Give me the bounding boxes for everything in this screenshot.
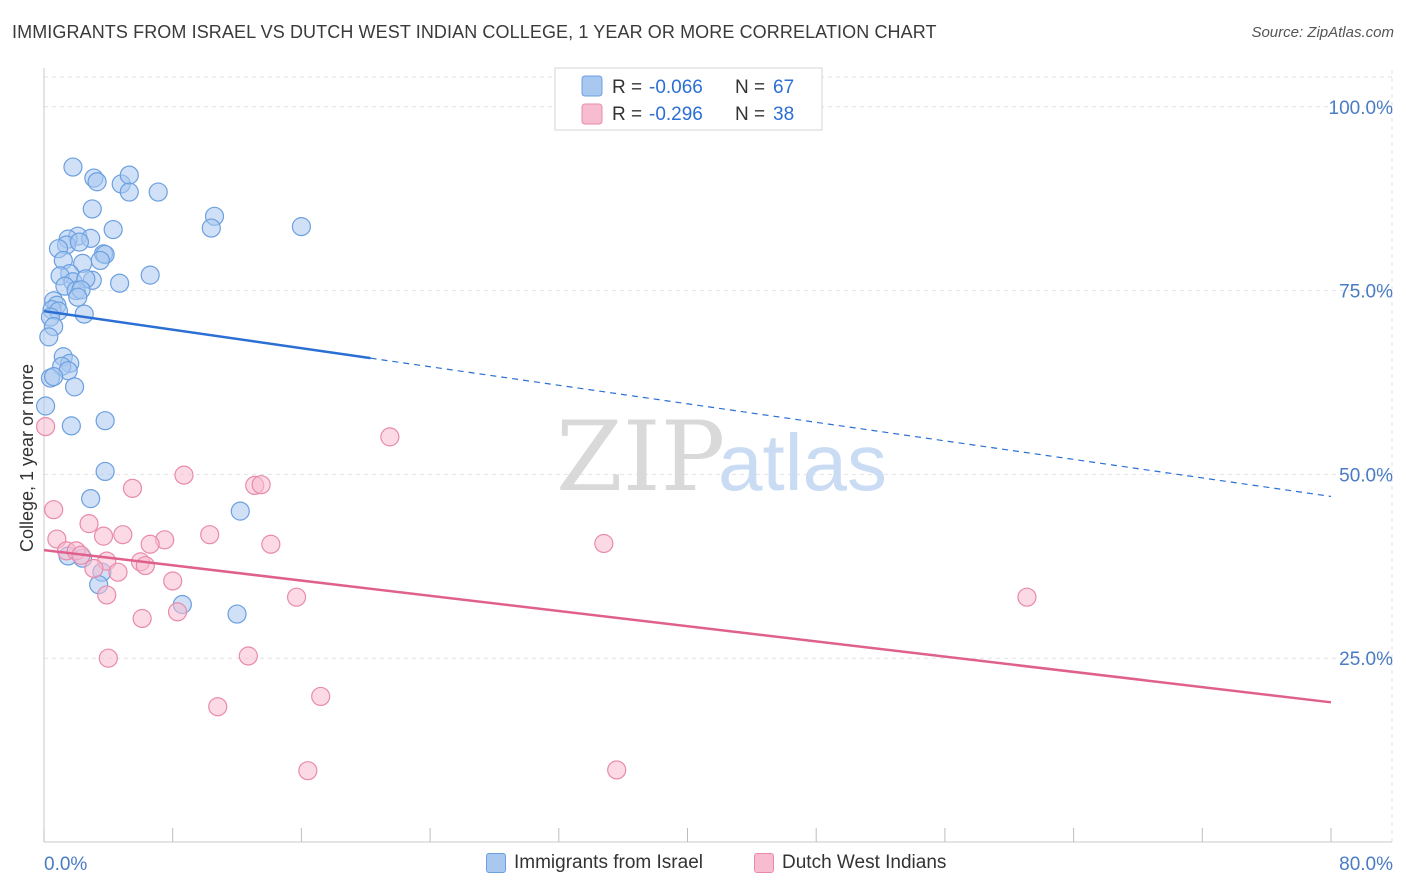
pink-data-point (380, 427, 400, 447)
legend-item-dutch: Dutch West Indians (754, 852, 946, 874)
legend-pink-n-value: 38 (773, 104, 794, 125)
blue-data-point (81, 489, 101, 509)
blue-data-point (103, 219, 123, 240)
blue-data-point (64, 377, 85, 397)
pink-data-point (113, 525, 133, 545)
pink-data-point (163, 571, 183, 591)
legend-swatch-dutch (754, 853, 774, 873)
blue-data-point (36, 396, 56, 416)
legend-pink-r-label: R = (612, 104, 647, 125)
pink-data-point (298, 761, 318, 781)
blue-data-point (69, 232, 89, 252)
watermark-zip: ZIP (556, 401, 725, 513)
tick-labels: 100.0% 75.0% 50.0% 25.0% 0.0% 80.0% (44, 98, 1393, 875)
blue-data-point (291, 217, 311, 237)
y-tick-label: 75.0% (1339, 282, 1393, 303)
pink-data-point (311, 686, 331, 707)
legend-bottom: Immigrants from Israel Dutch West Indian… (0, 852, 1406, 878)
legend-blue-r-value: -0.066 (649, 77, 703, 98)
blue-data-point (140, 265, 160, 285)
pink-data-point (98, 648, 118, 668)
blue-data-point (119, 182, 139, 202)
trend-lines (43, 309, 1332, 704)
y-axis-label: College, 1 year or more (17, 364, 37, 552)
legend-label-israel: Immigrants from Israel (514, 852, 703, 873)
watermark-atlas: atlas (718, 418, 887, 507)
watermark: ZIP atlas (556, 401, 887, 513)
pink-data-point (174, 465, 194, 485)
pink-data-point (36, 416, 56, 437)
pink-data-point (135, 555, 155, 576)
legend-top: R = -0.066 N = 67 R = -0.296 N = 38 (554, 67, 823, 131)
legend-blue-n-value: 67 (773, 77, 794, 98)
blue-data-point (95, 461, 115, 482)
pink-data-point (200, 525, 220, 545)
blue-data-point (74, 304, 94, 324)
pink-data-point (108, 562, 128, 582)
pink-data-point (97, 585, 117, 605)
pink-data-point (238, 646, 258, 666)
axes (43, 68, 1392, 843)
pink-data-point (140, 534, 160, 554)
pink-data-point (208, 697, 228, 717)
legend-blue-n-label: N = (735, 77, 770, 98)
pink-data-point (251, 475, 271, 495)
blue-data-point (148, 182, 168, 202)
blue-data-point (110, 273, 130, 293)
pink-data-point (84, 558, 104, 579)
y-tick-label: 100.0% (1329, 98, 1394, 119)
blue-data-point (201, 218, 221, 238)
pink-trend-line (43, 548, 1332, 704)
pink-data-point (286, 587, 307, 607)
blue-data-point (63, 157, 83, 177)
blue-data-point (44, 366, 64, 387)
x-tick-label: 80.0% (1339, 854, 1393, 875)
pink-data-point (167, 602, 188, 622)
y-tick-label: 50.0% (1339, 465, 1393, 486)
source-label: Source: ZipAtlas.com (1251, 24, 1394, 41)
pink-data-point (44, 500, 64, 520)
pink-data-point (93, 526, 114, 546)
svg-text:R = -0.296 N =: R = -0.296 N = 38 (612, 104, 794, 125)
blue-trend-line-extension (370, 357, 1332, 498)
x-tick-label: 0.0% (44, 854, 87, 875)
legend-pink-n-label: N = (735, 104, 770, 125)
legend-swatch-blue (581, 75, 603, 97)
pink-data-point (122, 478, 143, 498)
pink-data-point (1017, 587, 1037, 607)
blue-data-point (227, 604, 247, 624)
legend-pink-r-value: -0.296 (649, 104, 703, 125)
svg-text:R = -0.066 N =: R = -0.066 N = 67 (612, 77, 794, 98)
pink-data-point (594, 533, 614, 554)
blue-data-point (119, 165, 139, 185)
blue-data-point (39, 327, 59, 347)
blue-data-point (95, 411, 115, 431)
blue-data-point (230, 501, 250, 521)
legend-swatch-pink (581, 103, 603, 125)
blue-data-point (68, 287, 88, 307)
blue-trend-line (43, 309, 371, 360)
blue-data-point (87, 172, 107, 192)
pink-data-point (607, 760, 627, 780)
blue-data-point (90, 250, 110, 271)
legend-blue-r-label: R = (612, 77, 647, 98)
blue-data-point (82, 199, 102, 219)
y-tick-label: 25.0% (1339, 649, 1393, 670)
chart-title: IMMIGRANTS FROM ISRAEL VS DUTCH WEST IND… (12, 22, 937, 42)
pink-data-point (132, 608, 152, 629)
legend-item-israel: Immigrants from Israel (486, 852, 703, 874)
pink-data-point (261, 534, 281, 554)
legend-label-dutch: Dutch West Indians (782, 852, 947, 873)
legend-swatch-israel (486, 853, 506, 873)
blue-data-point (61, 416, 81, 436)
pink-data-point (79, 514, 99, 534)
